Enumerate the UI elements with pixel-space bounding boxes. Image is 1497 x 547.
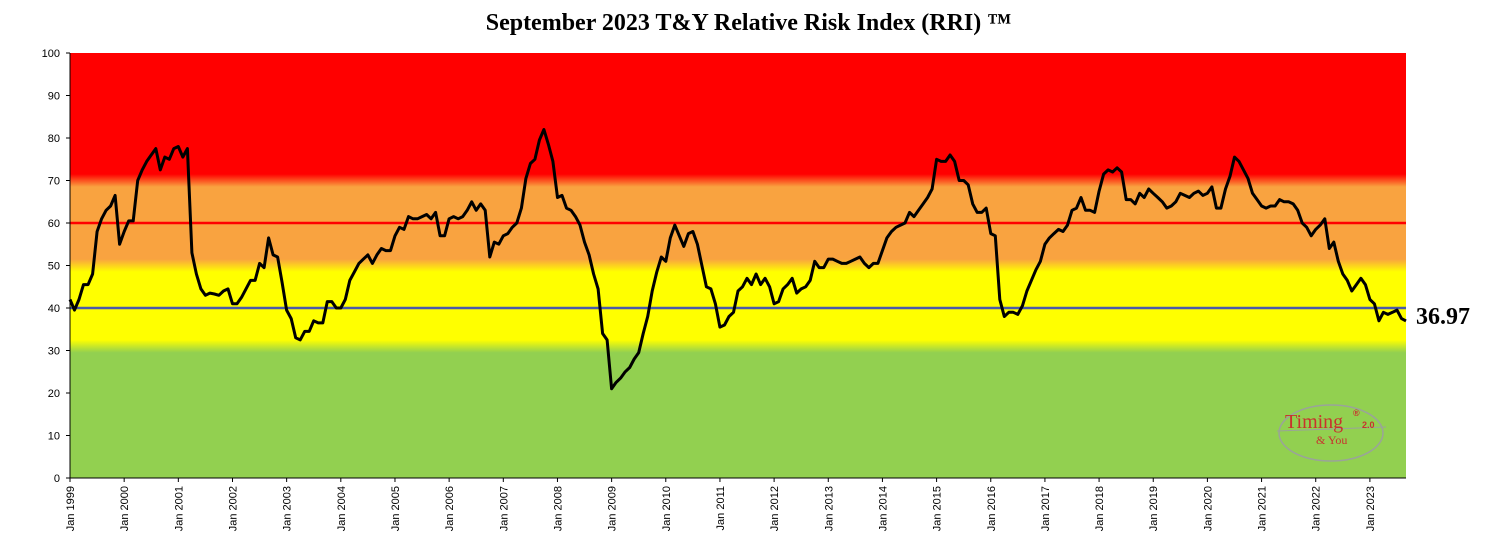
- y-tick-label: 10: [48, 431, 60, 443]
- x-tick-label: Jan 2006: [444, 486, 456, 531]
- x-tick-label: Jan 2023: [1365, 486, 1377, 531]
- y-tick-label: 50: [48, 261, 60, 273]
- x-tick-label: Jan 2005: [390, 486, 402, 531]
- x-tick-label: Jan 2022: [1311, 486, 1323, 531]
- series-line-rri: [68, 128, 1407, 391]
- x-tick-label: Jan 2013: [823, 486, 835, 531]
- x-tick-label: Jan 2002: [227, 486, 239, 531]
- logo-registered-mark: ®: [1353, 408, 1360, 418]
- reference-lines: [70, 221, 1406, 310]
- x-tick-label: Jan 2010: [661, 486, 673, 531]
- y-tick-label: 0: [54, 473, 60, 485]
- logo-sub-text: & You: [1316, 433, 1347, 447]
- chart-title: September 2023 T&Y Relative Risk Index (…: [485, 10, 1012, 36]
- x-tick-label: Jan 2021: [1257, 486, 1269, 531]
- x-tick-label: Jan 2003: [282, 486, 294, 531]
- x-tick-label: Jan 2011: [715, 486, 727, 530]
- y-axis: 0 10 20 30 40 50 60 70 80 90 100: [42, 48, 71, 485]
- x-tick-label: Jan 2012: [769, 486, 781, 531]
- x-tick-label: Jan 2004: [336, 486, 348, 531]
- x-tick-label: Jan 2015: [932, 486, 944, 531]
- x-tick-label: Jan 2014: [877, 486, 889, 531]
- x-tick-label: Jan 2007: [498, 486, 510, 531]
- y-tick-label: 60: [48, 218, 60, 230]
- x-tick-label: Jan 2018: [1094, 486, 1106, 531]
- x-tick-label: Jan 2000: [119, 486, 131, 531]
- timing-and-you-logo: Timing ® & You 2.0: [1276, 404, 1387, 462]
- x-tick-label: Jan 2020: [1202, 486, 1214, 531]
- y-tick-label: 30: [48, 346, 60, 358]
- x-tick-label: Jan 2009: [607, 486, 619, 531]
- latest-value-label: 36.97: [1416, 304, 1470, 330]
- y-tick-label: 70: [48, 176, 60, 188]
- x-tick-label: Jan 2001: [173, 486, 185, 531]
- logo-line: [1276, 426, 1387, 432]
- x-tick-label: Jan 2016: [986, 486, 998, 531]
- logo-version: 2.0: [1362, 420, 1375, 430]
- y-tick-label: 90: [48, 91, 60, 103]
- x-axis: Jan 1999 Jan 2000 Jan 2001 Jan 2002 Jan 2003…: [65, 477, 1406, 531]
- x-tick-label: Jan 2019: [1148, 486, 1160, 531]
- y-tick-label: 80: [48, 133, 60, 145]
- x-tick-label: Jan 2017: [1040, 486, 1052, 531]
- logo-ellipse: [1278, 404, 1384, 462]
- x-tick-label: Jan 2008: [552, 486, 564, 531]
- y-tick-label: 20: [48, 388, 60, 400]
- y-tick-label: 100: [42, 48, 60, 60]
- x-tick-label: Jan 1999: [65, 486, 77, 531]
- y-tick-label: 40: [48, 303, 60, 315]
- logo-main-text: Timing: [1285, 411, 1343, 433]
- plot-background: [70, 53, 1406, 478]
